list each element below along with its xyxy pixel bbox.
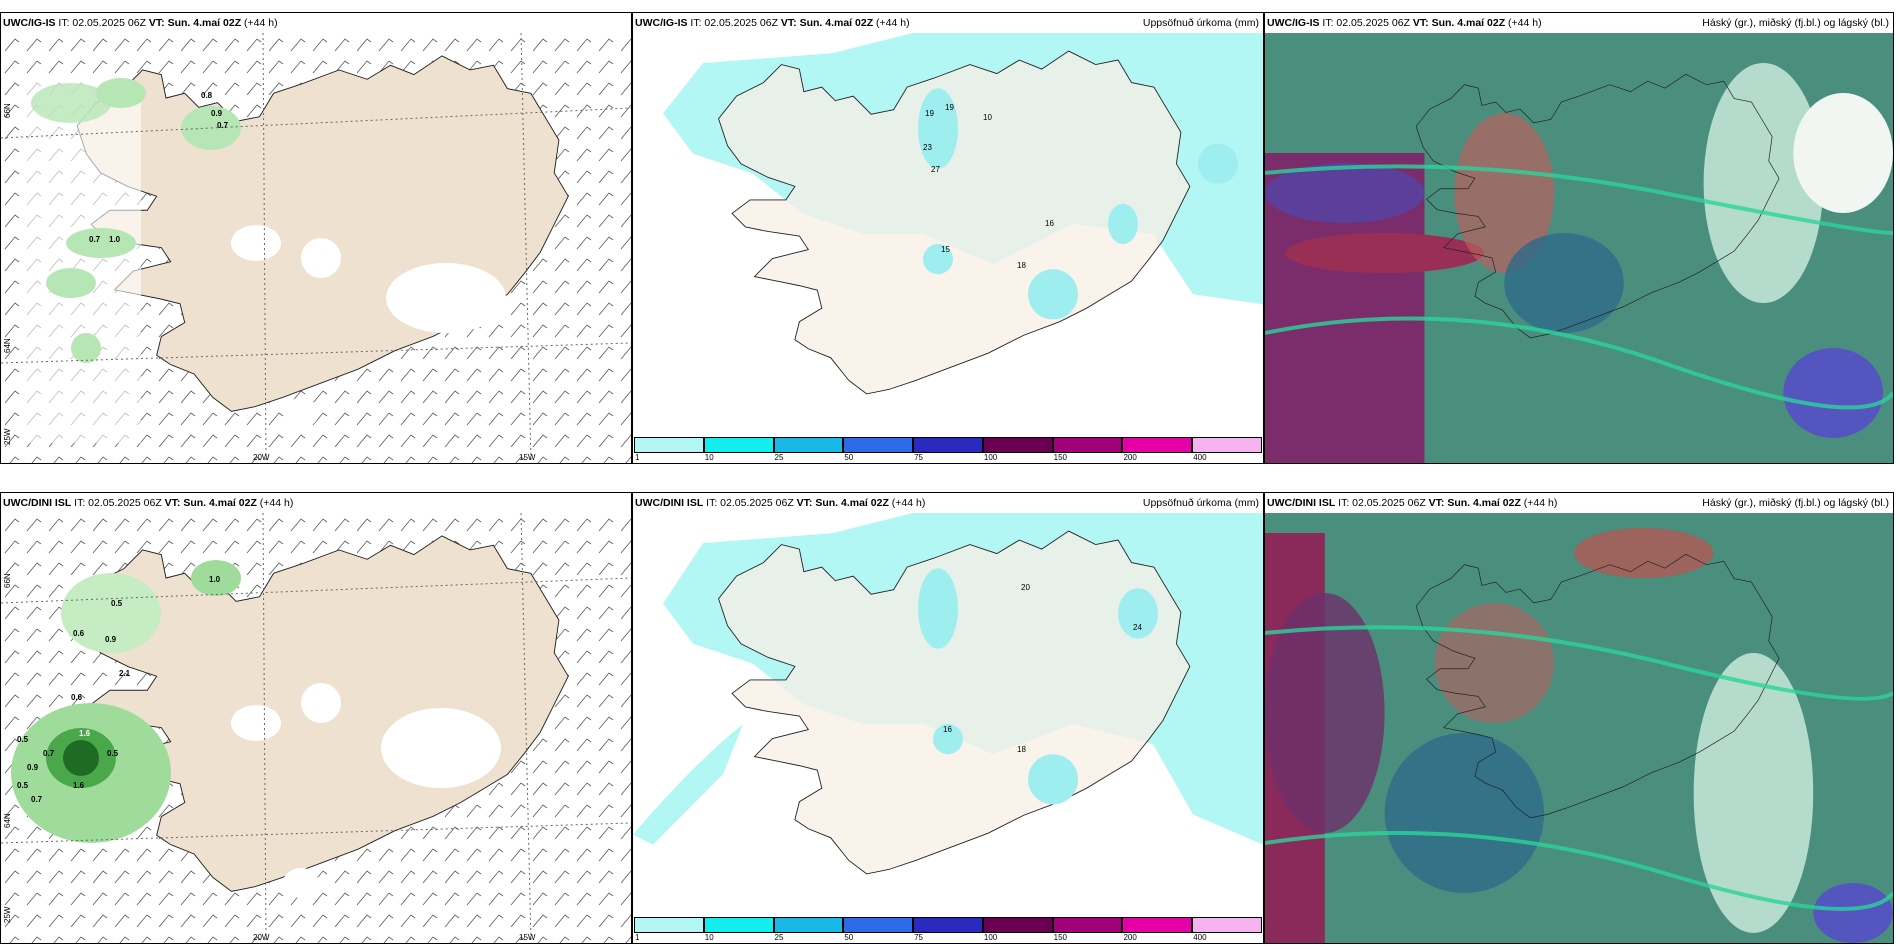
lon-label: 20W [253,453,270,462]
fog-label: 0.7 [89,235,101,244]
precip-value: 16 [1045,219,1054,228]
colorbar-tick: 25 [774,453,784,462]
map-canvas [1,33,631,463]
panel-header: UWC/IG-IS IT: 02.05.2025 06Z VT: Sun. 4.… [1265,13,1893,33]
fog-label: 1.6 [73,781,85,790]
lon-label: 15W [519,933,536,942]
fog-label: 1.0 [109,235,121,244]
lon-label: 20W [253,933,270,942]
colorbar-swatch [843,437,914,453]
map-canvas [1265,513,1893,943]
colorbar-swatch [634,437,704,453]
lon-label: 25W [3,428,12,445]
colorbar-tick: 75 [914,933,924,942]
precip-value: 23 [923,143,932,152]
precip-value: 20 [1021,583,1030,592]
map-canvas [1265,33,1893,463]
colorbar-swatch [703,917,774,933]
colorbar: 1 10 25 50 75 100 150 200 400 [633,435,1263,463]
colorbar-swatch [1052,917,1123,933]
precip-value: 24 [1133,623,1142,632]
colorbar: 1 10 25 50 75 100 150 200 400 [633,915,1263,943]
fog-label: 0.7 [43,749,55,758]
precip-value: 15 [941,245,950,254]
colorbar-swatch [703,437,774,453]
colorbar-swatch [1052,437,1123,453]
fog-label: 0.5 [17,781,29,790]
colorbar-swatch [1192,437,1262,453]
lat-label: 64N [3,813,12,828]
map-canvas [633,513,1263,915]
colorbar-tick: 75 [914,453,924,462]
colorbar-tick: 150 [1053,933,1068,942]
map-panel-clouds-dini: UWC/DINI ISL IT: 02.05.2025 06Z VT: Sun.… [1264,492,1894,944]
colorbar-tick: 10 [704,453,714,462]
map-canvas [633,33,1263,435]
precip-value: 19 [945,103,954,112]
colorbar-tick: 200 [1123,933,1137,942]
colorbar-tick: 10 [704,933,714,942]
panel-header: UWC/DINI ISL IT: 02.05.2025 06Z VT: Sun.… [1,493,631,513]
lat-label: 66N [3,103,12,118]
colorbar-tick: 1 [635,453,640,462]
colorbar-swatch [843,917,914,933]
colorbar-tick: 150 [1053,453,1068,462]
fog-label: 0.6 [71,693,83,702]
colorbar-tick: 25 [774,933,784,942]
colorbar-swatch [773,917,844,933]
colorbar-tick: 50 [844,453,854,462]
precip-value: 16 [943,725,952,734]
colorbar-swatch [1122,437,1193,453]
precip-value: 27 [931,165,940,174]
colorbar-swatch [634,917,704,933]
fog-label: 1.0 [209,575,221,584]
map-canvas [1,513,631,943]
colorbar-tick: 400 [1193,933,1207,942]
fog-label: 1.6 [79,729,91,738]
map-panel-fog-dini: UWC/DINI ISL IT: 02.05.2025 06Z VT: Sun.… [0,492,632,944]
map-panel-precip-dini: UWC/DINI ISL IT: 02.05.2025 06Z VT: Sun.… [632,492,1264,944]
fog-label: 0.5 [107,749,119,758]
colorbar-swatch [982,917,1053,933]
fog-label: 0.6 [73,629,85,638]
colorbar-swatch [773,437,844,453]
fog-label: 0.9 [211,109,223,118]
colorbar-tick: 400 [1193,453,1207,462]
colorbar-swatch [1122,917,1193,933]
map-panel-clouds-igis: UWC/IG-IS IT: 02.05.2025 06Z VT: Sun. 4.… [1264,12,1894,464]
lon-label: 25W [3,906,12,923]
colorbar-tick: 100 [983,453,998,462]
fog-label: 0.7 [217,121,229,130]
colorbar-tick: 100 [983,933,998,942]
panel-header: UWC/IG-IS IT: 02.05.2025 06Z VT: Sun. 4.… [1,13,631,33]
map-panel-fog-igis: UWC/IG-IS IT: 02.05.2025 06Z VT: Sun. 4.… [0,12,632,464]
fog-label: 0.5 [17,735,29,744]
lat-label: 64N [3,338,12,353]
precip-value: 18 [1017,261,1026,270]
fog-label: 0.9 [27,763,39,772]
map-panel-precip-igis: UWC/IG-IS IT: 02.05.2025 06Z VT: Sun. 4.… [632,12,1264,464]
panel-header: UWC/IG-IS IT: 02.05.2025 06Z VT: Sun. 4.… [633,13,1263,33]
fog-label: 0.9 [105,635,117,644]
fog-label: 0.8 [201,91,213,100]
precip-value: 10 [983,113,992,122]
colorbar-swatch [982,437,1053,453]
precip-value: 18 [1017,745,1026,754]
fog-label: 2.1 [119,669,131,678]
panel-header: UWC/DINI ISL IT: 02.05.2025 06Z VT: Sun.… [1265,493,1893,513]
panel-header: UWC/DINI ISL IT: 02.05.2025 06Z VT: Sun.… [633,493,1263,513]
lat-label: 66N [3,573,12,588]
colorbar-swatch [913,917,983,933]
fog-label: 0.7 [31,795,43,804]
lon-label: 15W [519,453,536,462]
colorbar-tick: 1 [635,933,640,942]
colorbar-tick: 200 [1123,453,1137,462]
colorbar-swatch [913,437,983,453]
colorbar-swatch [1192,917,1262,933]
fog-label: 0.5 [111,599,123,608]
colorbar-tick: 50 [844,933,854,942]
precip-value: 19 [925,109,934,118]
